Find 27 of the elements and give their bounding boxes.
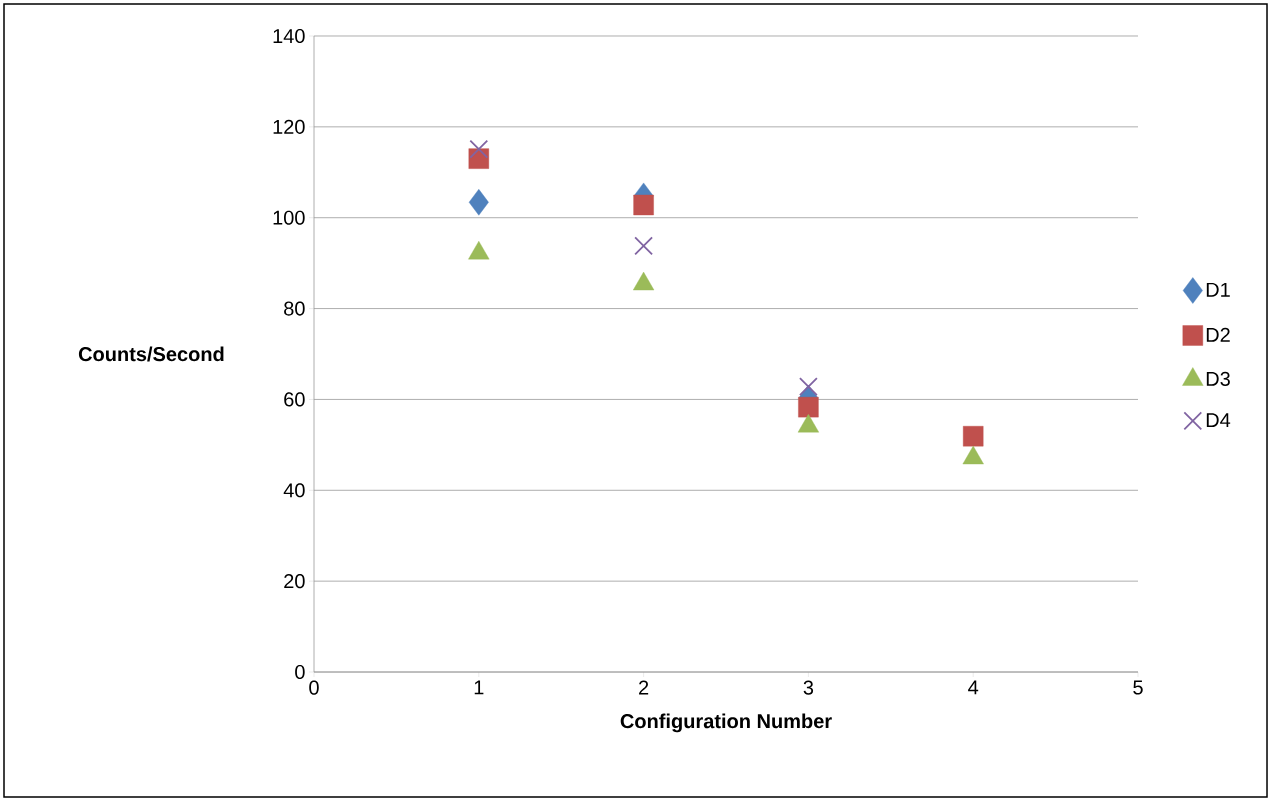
point <box>799 377 818 397</box>
point <box>468 189 489 216</box>
point <box>634 236 653 256</box>
y-axis-title: Counts/Second <box>78 346 224 362</box>
legend-label: D2 <box>1206 327 1230 342</box>
x-tick-label: 5 <box>1133 680 1143 695</box>
point <box>633 194 654 216</box>
point <box>963 426 984 447</box>
legend-label: D3 <box>1206 371 1230 386</box>
point <box>469 139 489 159</box>
legend-label: D1 <box>1206 282 1230 297</box>
y-tick-label: 60 <box>284 392 305 407</box>
y-tick-label: 140 <box>273 28 305 44</box>
y-tick-label: 100 <box>273 210 305 225</box>
x-tick-label: 3 <box>803 680 814 695</box>
y-tick-label: 40 <box>283 483 305 498</box>
y-tick-label: 80 <box>284 301 305 316</box>
x-tick-label: 4 <box>968 680 979 695</box>
x-tick-label: 0 <box>309 680 319 695</box>
x-tick-label: 2 <box>639 680 649 695</box>
legend-label: D4 <box>1206 413 1231 427</box>
x-tick-label: 1 <box>474 680 484 695</box>
y-tick-label: 20 <box>284 574 305 589</box>
y-tick-label: 120 <box>273 119 305 134</box>
x-axis-title: Configuration Number <box>620 713 832 733</box>
y-tick-label: 0 <box>295 664 305 680</box>
point <box>798 396 819 418</box>
